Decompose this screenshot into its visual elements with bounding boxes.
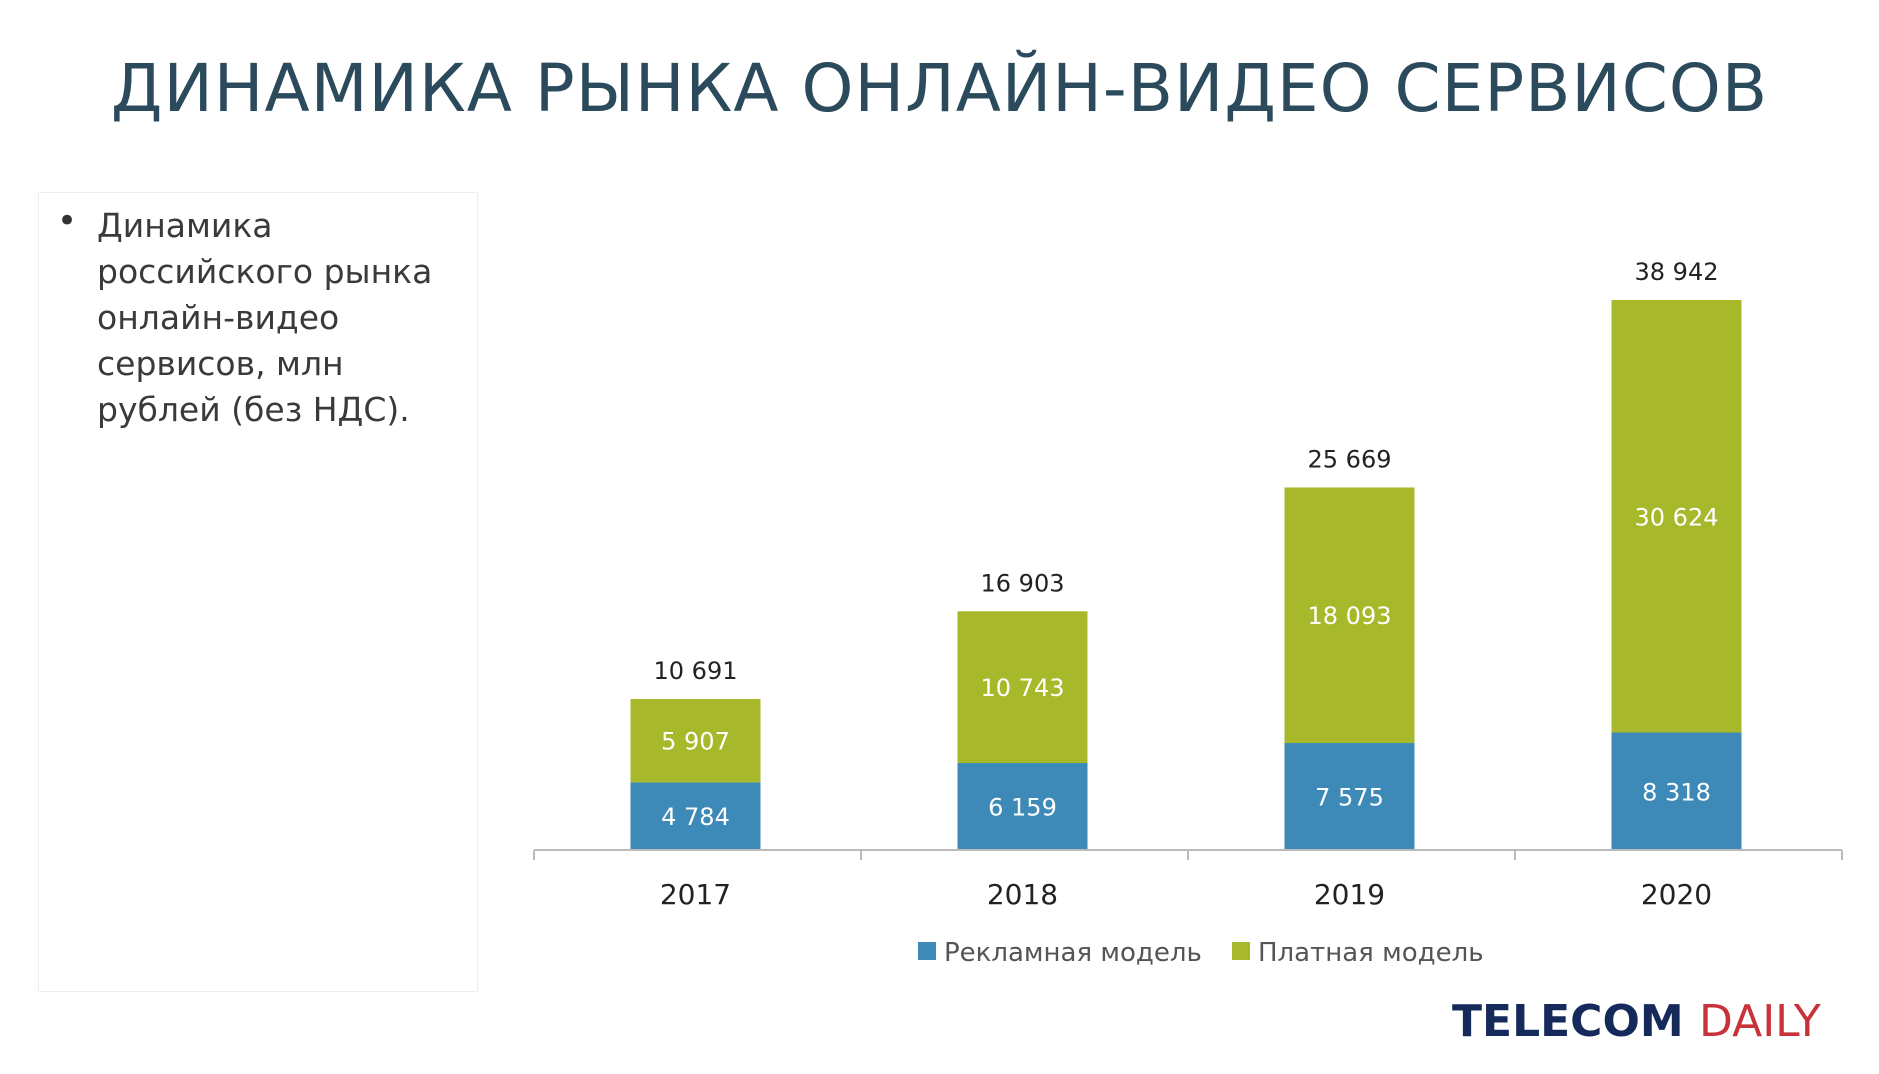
legend-swatch-paid [1232, 942, 1250, 960]
bullet-marker: • [57, 201, 78, 241]
bar-paid-2017 [630, 699, 761, 783]
data-label-ad-2017: 4 784 [661, 803, 730, 831]
data-label-ad-2019: 7 575 [1315, 784, 1384, 812]
data-label-paid-2017: 5 907 [661, 728, 730, 756]
total-label-2018: 16 903 [981, 569, 1065, 597]
description-panel: • Динамика российского рынка онлайн-виде… [38, 192, 478, 992]
x-tick-label-2017: 2017 [660, 878, 731, 911]
slide-title: ДИНАМИКА РЫНКА ОНЛАЙН-ВИДЕО СЕРВИСОВ [110, 50, 1769, 127]
legend-swatch-ad [918, 942, 936, 960]
legend-label-paid: Платная модель [1258, 938, 1484, 968]
x-tick-label-2019: 2019 [1314, 878, 1385, 911]
total-label-2017: 10 691 [654, 657, 738, 685]
logo-part-daily: DAILY [1698, 996, 1821, 1047]
data-label-ad-2020: 8 318 [1642, 778, 1711, 806]
bar-ad-2017 [630, 782, 761, 850]
bar-ad-2018 [957, 763, 1088, 850]
data-label-paid-2019: 18 093 [1308, 602, 1392, 630]
logo-part-telecom: TELECOM [1452, 996, 1684, 1047]
x-tick-label-2018: 2018 [987, 878, 1058, 911]
total-label-2020: 38 942 [1635, 258, 1719, 286]
bar-ad-2020 [1611, 732, 1742, 850]
total-label-2019: 25 669 [1308, 445, 1392, 473]
bar-paid-2020 [1611, 300, 1742, 733]
data-label-paid-2018: 10 743 [981, 674, 1065, 702]
telecom-daily-logo: TELECOM DAILY [1452, 996, 1821, 1047]
x-tick-label-2020: 2020 [1641, 878, 1712, 911]
data-label-ad-2018: 6 159 [988, 794, 1057, 822]
description-text: Динамика российского рынка онлайн-видео … [97, 206, 433, 429]
bar-ad-2019 [1284, 743, 1415, 850]
bar-paid-2018 [957, 611, 1088, 764]
data-label-paid-2020: 30 624 [1635, 503, 1719, 531]
bar-paid-2019 [1284, 487, 1415, 744]
legend-label-ad: Рекламная модель [944, 938, 1202, 968]
